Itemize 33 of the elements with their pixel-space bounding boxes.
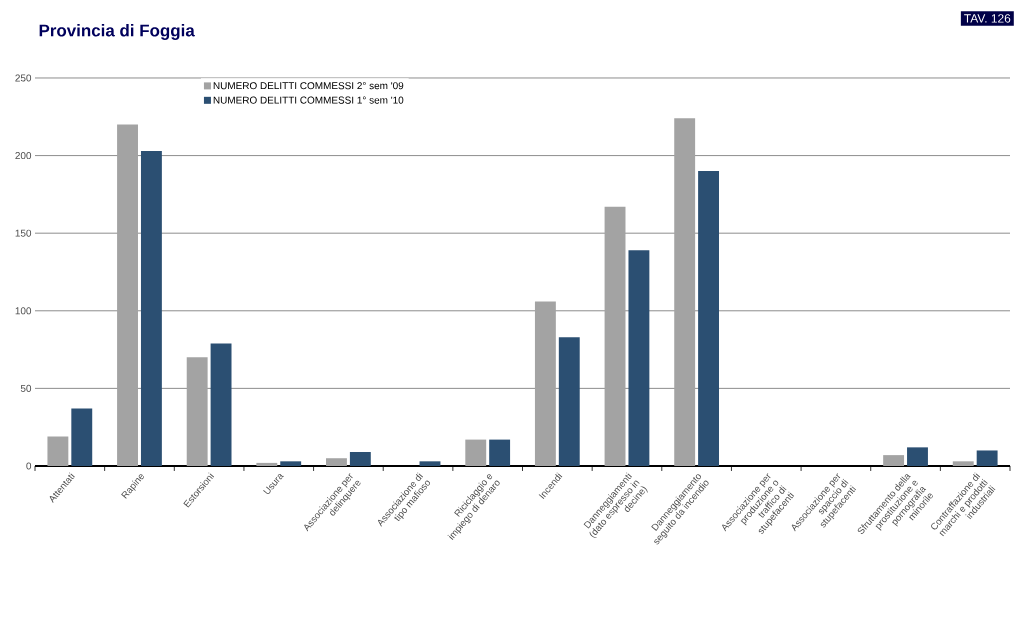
text: TAV. 126 [964, 14, 1011, 23]
bar [326, 458, 347, 466]
y-tick-label: 250 [15, 74, 32, 82]
bar [256, 462, 278, 466]
legend-label: NUMERO DELITTI COMMESSI 1° sem '10 [213, 96, 404, 104]
bar [140, 150, 162, 466]
bar [628, 250, 650, 466]
bar [976, 450, 998, 466]
bar [604, 206, 626, 466]
y-tick-label: 150 [15, 229, 32, 237]
bar [186, 357, 208, 466]
bar [71, 408, 93, 466]
bar [952, 461, 974, 466]
chart-title: Provincia di Foggia [39, 24, 195, 40]
bar [489, 439, 511, 466]
bar [558, 337, 580, 466]
bar [349, 452, 371, 466]
bar [698, 171, 720, 466]
y-tick-label: 0 [26, 462, 32, 470]
y-tick-label: 200 [15, 152, 32, 160]
bar [280, 461, 302, 466]
bar [883, 455, 905, 466]
bar [419, 461, 441, 466]
bar [117, 124, 138, 466]
bar [674, 118, 696, 466]
legend-label: NUMERO DELITTI COMMESSI 2° sem '09 [213, 82, 404, 90]
bar [47, 436, 69, 466]
bar [534, 301, 556, 466]
bar [465, 439, 487, 466]
bar [210, 343, 232, 466]
y-tick-label: 100 [15, 307, 32, 315]
bar [907, 447, 928, 466]
y-tick-label: 50 [20, 384, 32, 392]
